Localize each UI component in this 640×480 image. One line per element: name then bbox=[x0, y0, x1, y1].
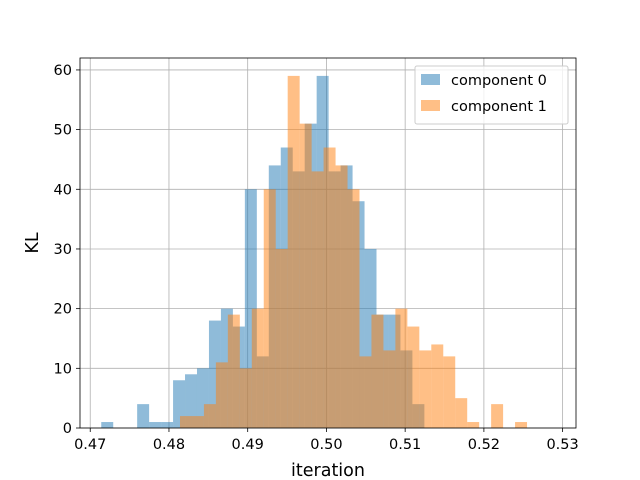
y-tick-label: 30 bbox=[54, 242, 72, 258]
series-component-1-bars bbox=[179, 75, 528, 429]
histogram-bar bbox=[299, 123, 312, 428]
histogram-bar bbox=[227, 314, 240, 428]
histogram-bar bbox=[364, 248, 377, 428]
histogram-bar bbox=[179, 416, 192, 428]
x-tick-label: 0.50 bbox=[310, 437, 342, 453]
legend-label-component-1: component 1 bbox=[451, 99, 547, 115]
histogram-bar bbox=[347, 189, 360, 428]
legend-swatch-component-1 bbox=[421, 100, 440, 111]
x-tick-label: 0.51 bbox=[389, 437, 421, 453]
histogram-bar bbox=[275, 248, 288, 428]
y-tick-label: 20 bbox=[54, 302, 72, 318]
histogram-bar bbox=[149, 422, 162, 428]
histogram-bar bbox=[191, 416, 204, 428]
y-axis-title: KL bbox=[23, 232, 43, 253]
histogram-bar bbox=[311, 171, 324, 429]
histogram-bar bbox=[383, 350, 396, 428]
y-tick-label: 0 bbox=[63, 421, 72, 437]
histogram-bar bbox=[263, 189, 276, 428]
histogram-bar bbox=[244, 189, 257, 428]
x-tick-label: 0.47 bbox=[74, 437, 106, 453]
histogram-bar bbox=[431, 344, 444, 428]
histogram-bar bbox=[335, 165, 348, 428]
histogram-bar bbox=[371, 314, 384, 428]
x-axis-title: iteration bbox=[291, 461, 365, 480]
legend-swatch-component-0 bbox=[421, 74, 440, 85]
legend: component 0 component 1 bbox=[414, 65, 569, 125]
histogram-bar bbox=[515, 422, 528, 428]
histogram-bar bbox=[287, 75, 300, 428]
plot-frame bbox=[79, 57, 577, 429]
x-tick-label: 0.53 bbox=[546, 437, 578, 453]
y-tick-label: 50 bbox=[54, 123, 72, 139]
y-tick-label: 40 bbox=[54, 182, 72, 198]
histogram-bar bbox=[101, 422, 114, 428]
x-tick-label: 0.48 bbox=[153, 437, 185, 453]
histogram-bar bbox=[185, 374, 197, 428]
x-tick-label: 0.52 bbox=[468, 437, 500, 453]
histogram-bar bbox=[407, 326, 420, 428]
histogram-bar bbox=[395, 308, 408, 428]
histogram-bar bbox=[203, 404, 216, 428]
x-axis-ticks: 0.47 0.48 0.49 0.50 0.51 0.52 0.53 bbox=[74, 428, 579, 453]
histogram-bar bbox=[323, 147, 336, 429]
histogram-bar bbox=[467, 422, 480, 428]
y-tick-label: 10 bbox=[54, 361, 72, 377]
histogram-bar bbox=[196, 368, 209, 428]
legend-box bbox=[414, 65, 569, 125]
y-tick-label: 60 bbox=[54, 63, 72, 79]
histogram-bar bbox=[251, 308, 264, 428]
histogram-bar bbox=[161, 422, 174, 428]
legend-label-component-0: component 0 bbox=[451, 73, 547, 89]
histogram-bar bbox=[443, 356, 456, 428]
histogram-bar bbox=[239, 368, 252, 428]
histogram-bar bbox=[173, 380, 186, 428]
histogram-bar bbox=[455, 398, 468, 428]
histogram-bar bbox=[137, 404, 150, 428]
x-tick-label: 0.49 bbox=[232, 437, 264, 453]
histogram-bar bbox=[419, 350, 432, 428]
y-axis-ticks: 0 10 20 30 40 50 60 bbox=[54, 63, 80, 437]
histogram-bar bbox=[359, 356, 372, 428]
histogram-bar bbox=[491, 404, 504, 428]
histogram-bar bbox=[208, 320, 221, 428]
histogram-bar bbox=[215, 362, 228, 428]
